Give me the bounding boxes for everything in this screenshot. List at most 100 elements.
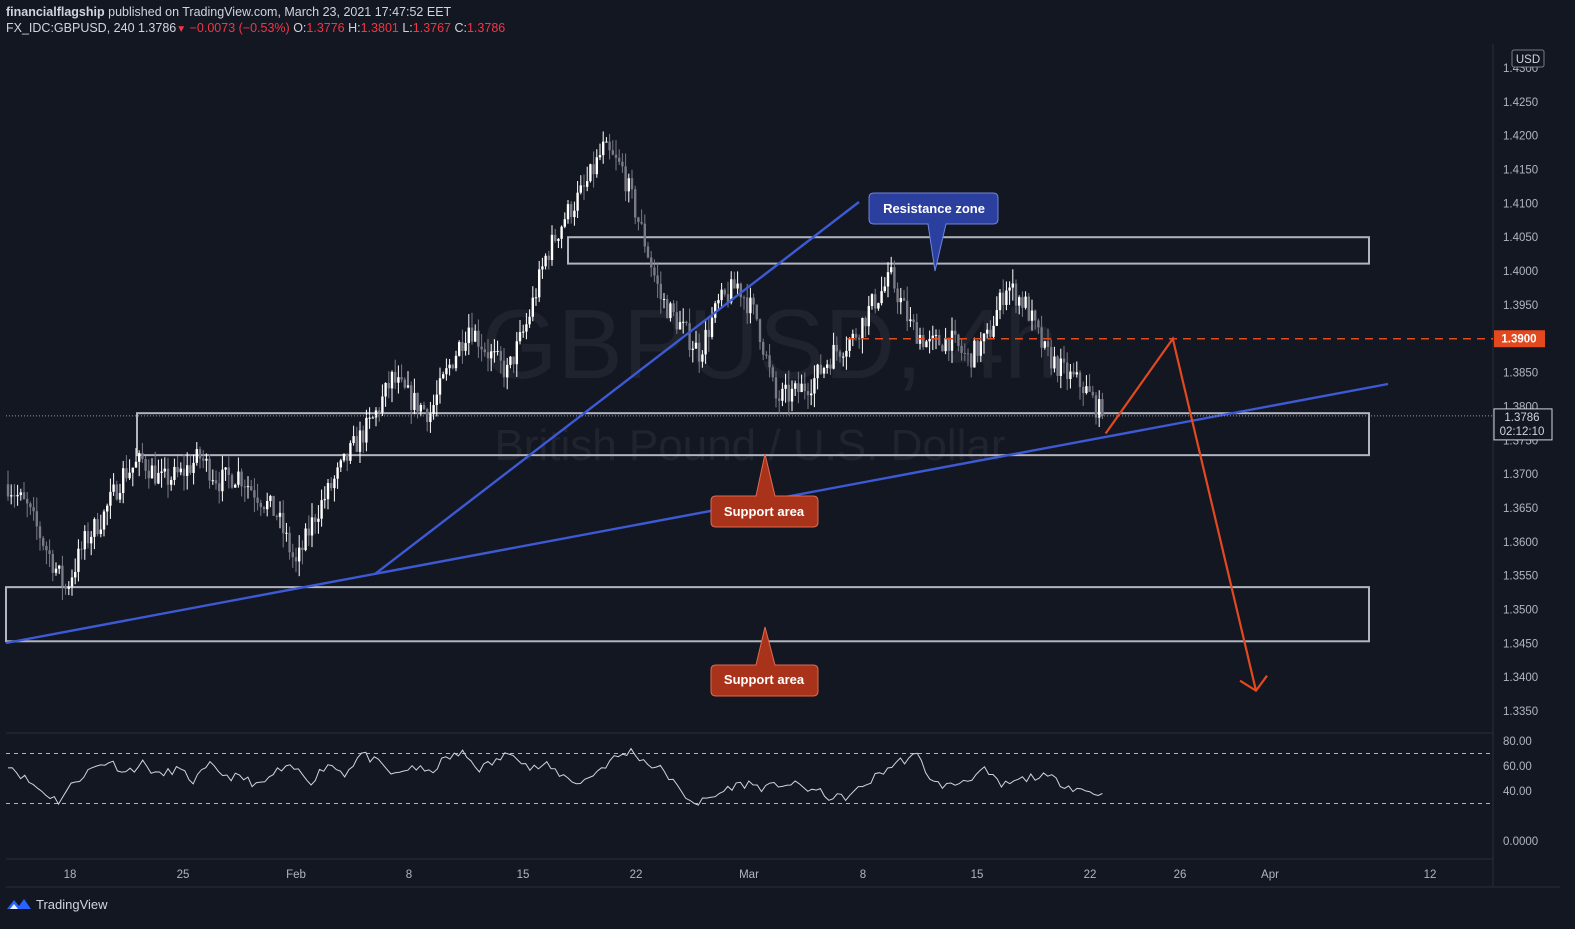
candle-body <box>746 297 749 314</box>
candle <box>16 484 19 506</box>
candle-body <box>531 297 534 317</box>
price-tick-label: 1.4000 <box>1503 266 1538 278</box>
candle-body <box>1098 399 1101 418</box>
candle-body <box>941 345 944 352</box>
candle <box>182 453 186 491</box>
candle <box>32 496 35 521</box>
resistance-callout[interactable]: Resistance zone <box>868 192 999 272</box>
candle <box>566 200 570 224</box>
candle <box>570 201 573 224</box>
candle <box>973 337 976 368</box>
price-axis[interactable]: 1.3350 1.3400 1.3450 1.3500 1.3550 1.3600 1.36… <box>1503 63 1538 718</box>
candle-body <box>109 491 112 506</box>
candle-body <box>474 330 477 342</box>
candle-body <box>499 350 502 361</box>
candle <box>128 459 131 480</box>
candle <box>1101 392 1104 420</box>
candle-body <box>35 511 38 527</box>
price-tick-label: 1.3350 <box>1503 706 1538 718</box>
candle <box>902 290 906 301</box>
time-axis[interactable]: 18 25 Feb 8 15 22 Mar 8 15 22 26 Apr 12 <box>64 869 1437 881</box>
candle <box>176 455 179 478</box>
candle <box>365 409 368 452</box>
candle <box>374 407 378 427</box>
candle-body <box>656 275 659 284</box>
candle <box>794 380 797 396</box>
candle-body <box>858 337 861 340</box>
candle <box>979 332 982 362</box>
candle-body <box>1050 346 1053 369</box>
candle-body <box>32 507 35 512</box>
candle <box>490 343 493 372</box>
candle <box>803 372 806 400</box>
candle-body <box>557 238 560 241</box>
candle-body <box>970 353 973 368</box>
candle-body <box>998 292 1002 311</box>
candle <box>963 343 966 361</box>
candle <box>358 421 362 464</box>
candle <box>704 319 707 364</box>
candle <box>198 446 202 469</box>
candle-body <box>717 300 720 304</box>
candle <box>218 471 221 504</box>
candle <box>496 340 499 356</box>
tradingview-footer[interactable]: TradingView <box>6 896 108 912</box>
candle <box>781 382 784 407</box>
currency-badge[interactable]: USD <box>1511 49 1545 68</box>
price-tick-label: 1.3450 <box>1503 638 1538 650</box>
candle <box>694 330 698 349</box>
candle-body <box>810 393 813 396</box>
candle-body <box>86 531 90 544</box>
candle-body <box>16 495 19 497</box>
candle <box>698 333 701 373</box>
author-name[interactable]: financialflagship <box>6 5 105 19</box>
support-callout-2[interactable]: Support area <box>710 626 819 697</box>
candle-body <box>666 299 669 319</box>
candle <box>752 293 755 315</box>
current-price-label: 1.3786 <box>1504 412 1539 424</box>
candle-body <box>800 383 803 393</box>
candle-body <box>470 327 474 342</box>
price-tick-label: 1.3600 <box>1503 537 1538 549</box>
candle-body <box>64 586 67 589</box>
candle <box>301 540 304 565</box>
candle-body <box>26 498 29 504</box>
candle <box>109 478 112 519</box>
candle-body <box>691 348 694 350</box>
candle-body <box>246 486 250 488</box>
rsi-tick-label: 40.00 <box>1503 786 1532 798</box>
candle <box>874 288 877 314</box>
candle-body <box>749 297 752 314</box>
candle <box>822 366 826 379</box>
candle <box>810 379 813 406</box>
time-tick-label: Mar <box>739 869 759 881</box>
candle-body <box>816 364 819 379</box>
candle <box>131 467 134 487</box>
candle-body <box>960 345 963 353</box>
candle-body <box>982 333 986 342</box>
candle-body <box>387 383 390 389</box>
candle <box>723 288 726 297</box>
candle <box>474 324 477 343</box>
candle-body <box>1075 372 1078 375</box>
candle-body <box>1008 287 1011 291</box>
candle <box>666 294 669 319</box>
support-callout-1-text: Support area <box>724 504 805 519</box>
candle-body <box>432 405 435 414</box>
level-price-label: 1.3900 <box>1501 334 1536 346</box>
candle-body <box>694 342 698 349</box>
candle-body <box>496 350 499 352</box>
candle <box>611 140 614 156</box>
forecast-path <box>1104 336 1258 691</box>
candle-body <box>371 417 374 419</box>
candle-body <box>973 340 976 368</box>
support-callout-1[interactable]: Support area <box>710 453 819 528</box>
candle-body <box>403 379 406 388</box>
candle <box>547 250 550 270</box>
candle <box>893 260 896 293</box>
candle-body <box>141 453 144 459</box>
candle <box>774 371 778 408</box>
candle <box>880 276 883 306</box>
candle <box>192 454 195 485</box>
